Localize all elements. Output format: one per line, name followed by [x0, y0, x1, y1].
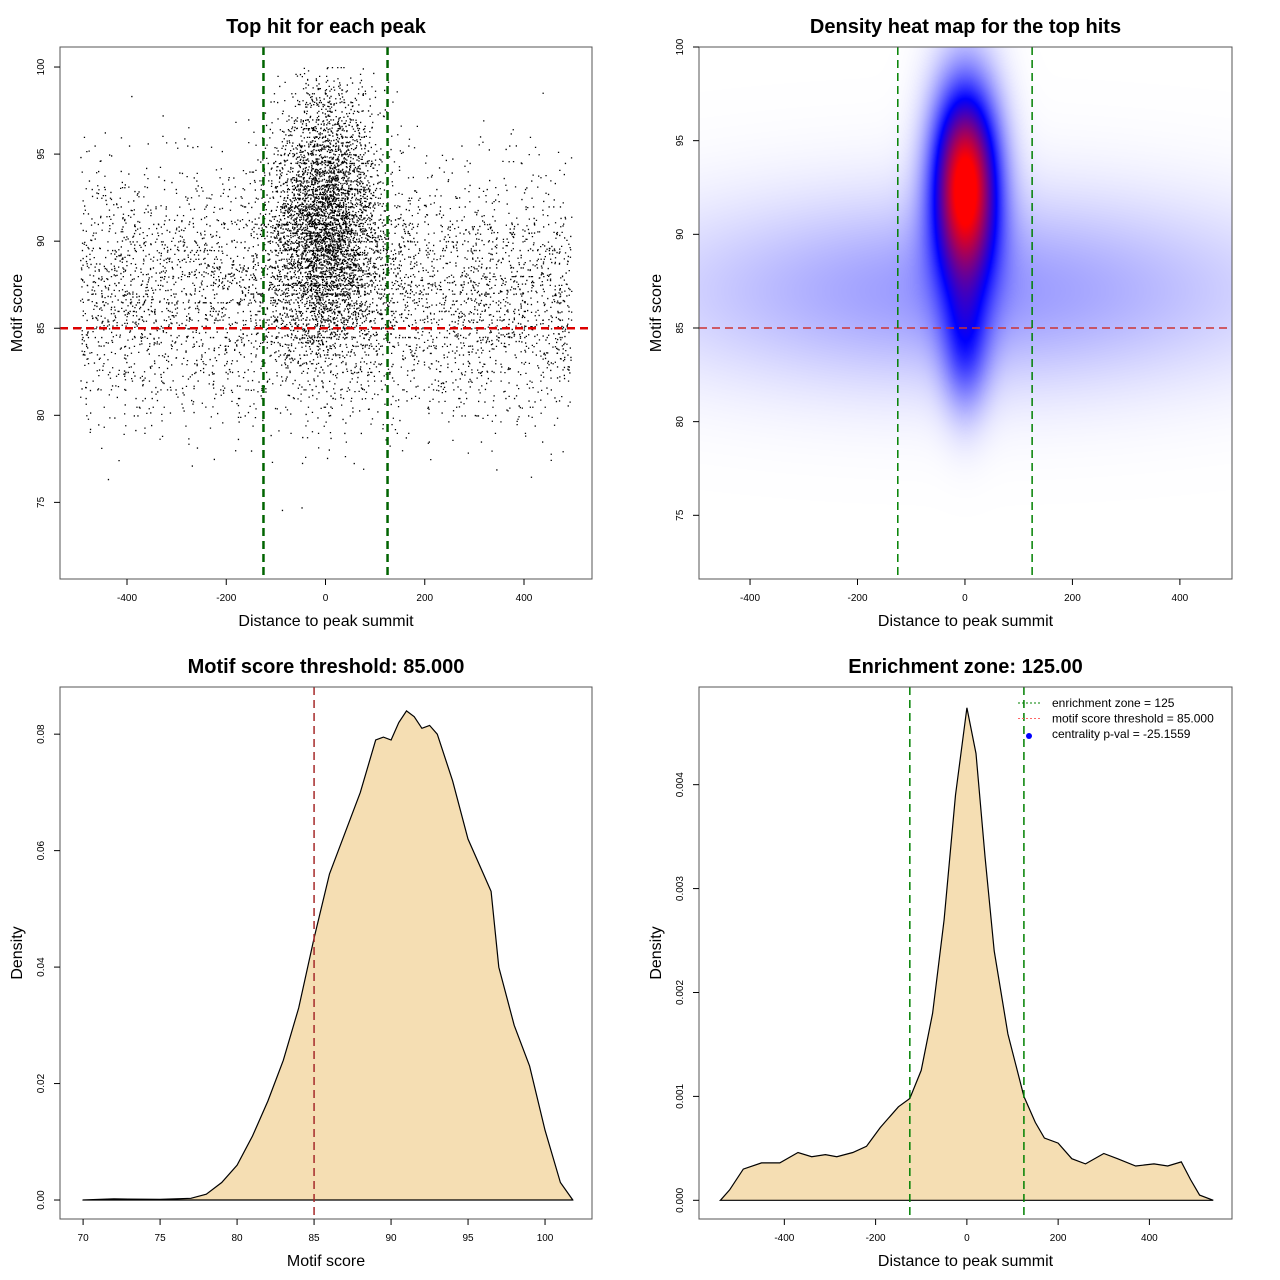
chart-title: Motif score threshold: 85.000	[188, 656, 465, 678]
chart-title: Density heat map for the top hits	[810, 16, 1121, 38]
x-tick-label: 200	[1050, 1233, 1067, 1244]
x-axis-label: Motif score	[287, 1253, 365, 1270]
y-tick-label: 75	[675, 509, 686, 521]
x-tick-label: -400	[117, 593, 137, 604]
plot-frame	[698, 46, 1233, 580]
y-axis-label: Motif score	[9, 274, 26, 352]
legend-entry: centrality p-val = -25.1559	[1052, 727, 1191, 741]
y-tick-label: 0.003	[675, 876, 686, 901]
y-tick-label: 100	[36, 58, 47, 75]
y-tick-label: 0.02	[36, 1073, 47, 1093]
x-tick-label: 0	[964, 1233, 970, 1244]
plot-frame	[59, 46, 593, 580]
x-tick-label: 80	[232, 1233, 244, 1244]
chart-title: Top hit for each peak	[226, 16, 427, 38]
legend-marker	[1026, 733, 1032, 739]
plot-frame	[698, 686, 1233, 1220]
x-tick-label: 400	[1172, 593, 1189, 604]
x-tick-label: 200	[416, 593, 433, 604]
x-tick-label: 85	[309, 1233, 321, 1244]
y-tick-label: 85	[675, 322, 686, 334]
y-tick-label: 0.08	[36, 724, 47, 744]
x-tick-label: 0	[323, 593, 329, 604]
y-tick-label: 85	[36, 322, 47, 334]
plot-frame	[59, 686, 593, 1220]
x-axis-label: Distance to peak summit	[238, 613, 414, 630]
density-curve	[719, 707, 1214, 1201]
x-tick-label: 200	[1064, 593, 1081, 604]
y-tick-label: 80	[36, 409, 47, 421]
y-axis-label: Motif score	[648, 274, 665, 352]
x-tick-label: 90	[385, 1233, 397, 1244]
y-tick-label: 0.04	[36, 957, 47, 977]
y-axis-label: Density	[9, 926, 26, 979]
x-tick-label: 95	[462, 1233, 474, 1244]
legend-entry: motif score threshold = 85.000	[1052, 712, 1214, 726]
scatter-points	[80, 67, 573, 512]
chart-title: Enrichment zone: 125.00	[848, 656, 1083, 678]
x-tick-label: 400	[1141, 1233, 1158, 1244]
x-axis-label: Distance to peak summit	[878, 613, 1054, 630]
y-tick-label: 0.00	[36, 1190, 47, 1210]
x-axis-label: Distance to peak summit	[878, 1253, 1054, 1270]
y-tick-label: 95	[36, 148, 47, 160]
y-tick-label: 95	[675, 135, 686, 147]
y-tick-label: 0.004	[675, 772, 686, 797]
x-tick-label: 70	[78, 1233, 90, 1244]
y-tick-label: 90	[675, 228, 686, 240]
y-tick-label: 80	[675, 416, 686, 428]
legend-entry: enrichment zone = 125	[1052, 696, 1175, 710]
x-tick-label: -200	[847, 593, 867, 604]
y-tick-label: 0.001	[675, 1083, 686, 1108]
y-axis-label: Density	[648, 926, 665, 979]
x-tick-label: 75	[155, 1233, 167, 1244]
x-tick-label: 0	[962, 593, 968, 604]
heatmap-raster	[699, 47, 1232, 579]
x-tick-label: 100	[537, 1233, 554, 1244]
x-tick-label: -200	[866, 1233, 886, 1244]
y-tick-label: 0.002	[675, 980, 686, 1005]
y-tick-label: 0.06	[36, 840, 47, 860]
x-tick-label: -400	[740, 593, 760, 604]
y-tick-label: 90	[36, 235, 47, 247]
y-tick-label: 75	[36, 496, 47, 508]
x-tick-label: 400	[516, 593, 533, 604]
x-tick-label: -400	[774, 1233, 794, 1244]
y-tick-label: 100	[675, 38, 686, 55]
density-curve	[82, 710, 574, 1201]
x-tick-label: -200	[216, 593, 236, 604]
y-tick-label: 0.000	[675, 1187, 686, 1212]
